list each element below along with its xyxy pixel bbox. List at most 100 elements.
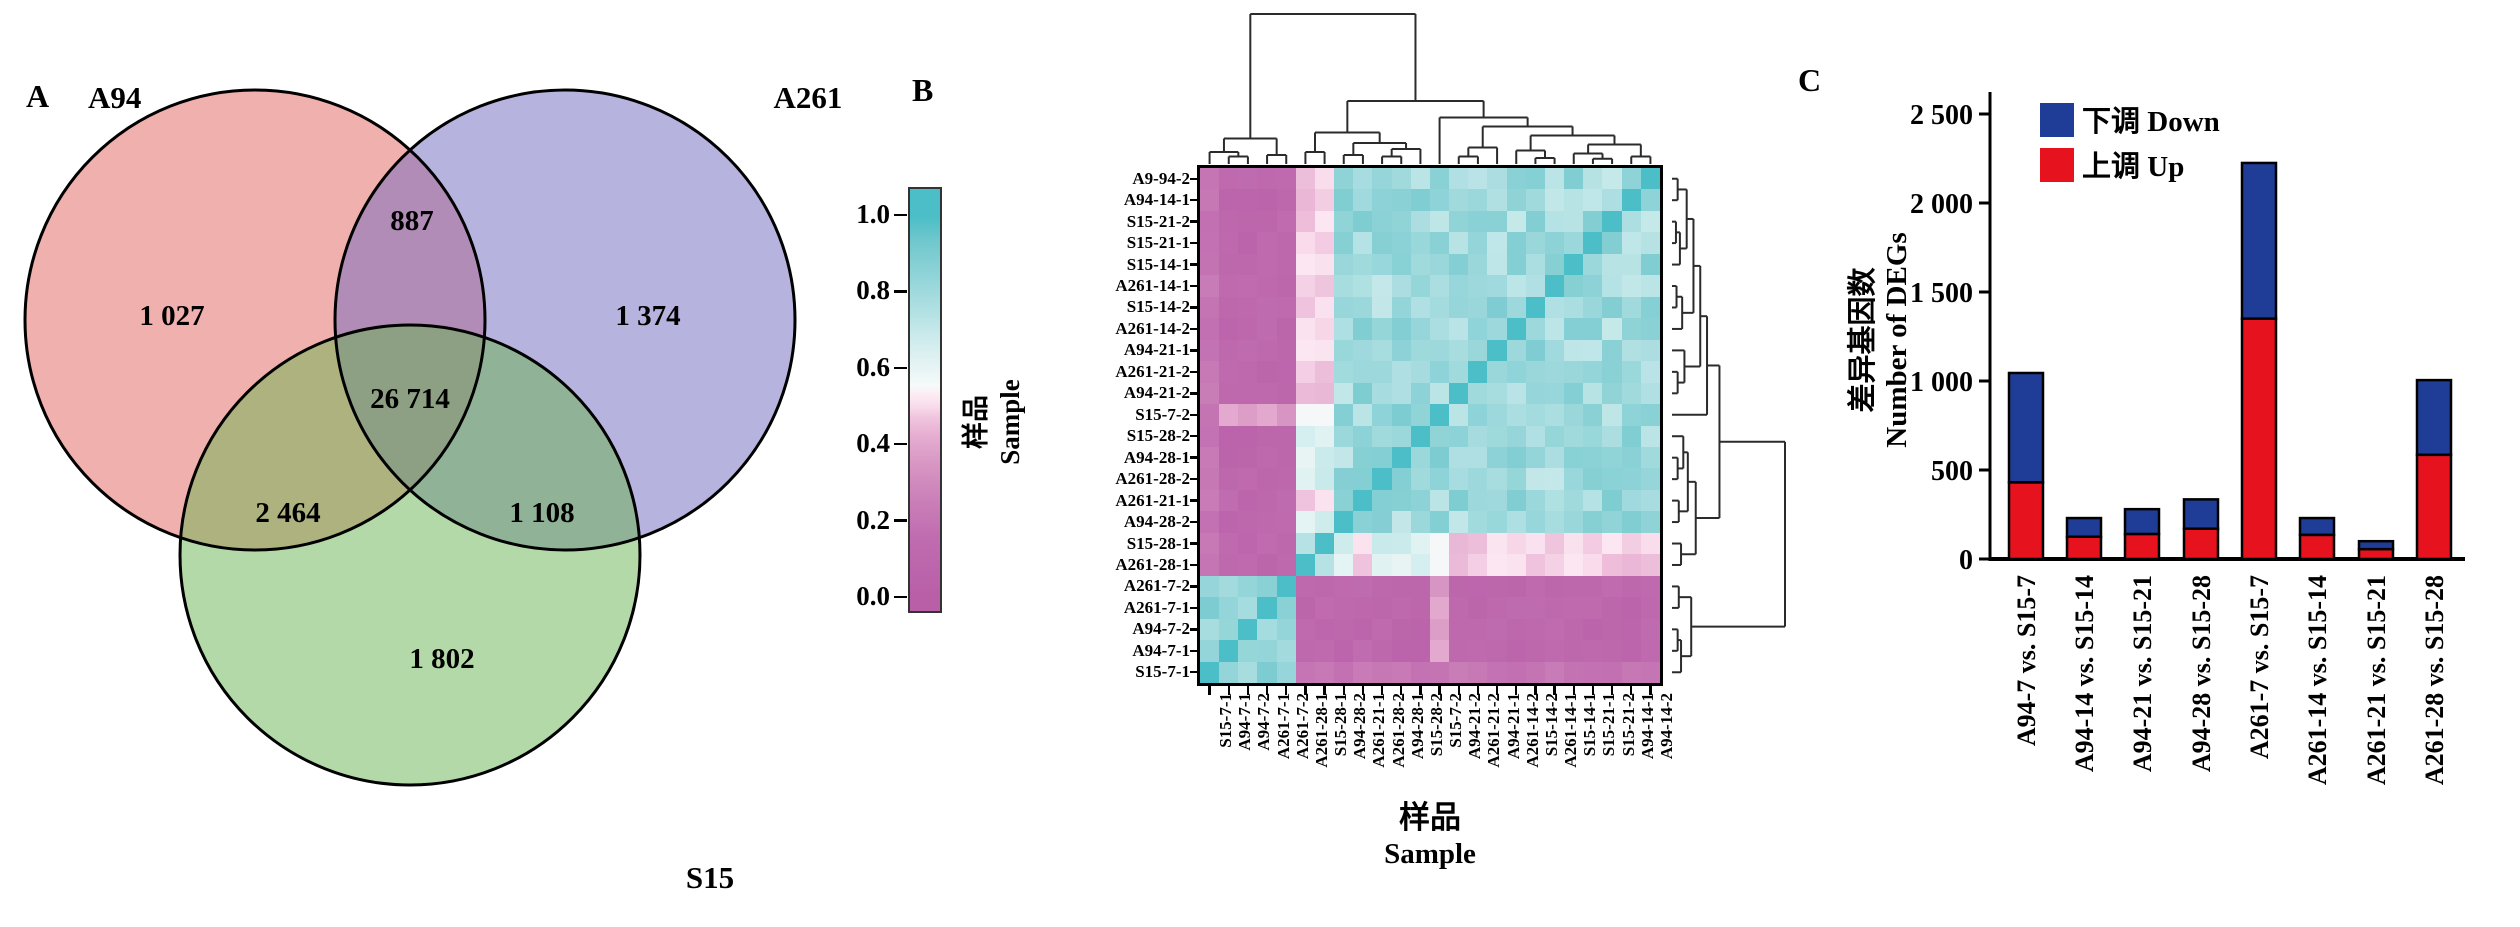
heatmap-row-label: A261-7-1 (1123, 597, 1190, 617)
heatmap-cell (1219, 640, 1239, 662)
heatmap-cell (1506, 554, 1526, 576)
heatmap-row-tick (1190, 563, 1200, 567)
heatmap-cell (1219, 618, 1239, 641)
heatmap-cell (1276, 554, 1296, 576)
heatmap-cell (1276, 189, 1296, 211)
heatmap-cell (1200, 253, 1220, 276)
heatmap-cell (1391, 661, 1411, 683)
heatmap-cell (1468, 661, 1488, 683)
heatmap-cell (1487, 554, 1507, 576)
heatmap-cell (1219, 382, 1239, 405)
heatmap-cell (1602, 339, 1622, 362)
heatmap-cell (1544, 597, 1565, 619)
heatmap-row-tick (1190, 241, 1200, 245)
heatmap-cell (1238, 382, 1258, 405)
heatmap-cell (1429, 361, 1450, 383)
heatmap-cell (1314, 554, 1335, 576)
heatmap-col-axis-label-zh: 样品 (1399, 800, 1461, 835)
heatmap-cell (1621, 532, 1641, 555)
heatmap-column-label: A261-21-2 (1484, 693, 1504, 768)
heatmap-cell (1391, 210, 1411, 233)
heatmap-cell (1429, 318, 1450, 340)
panel-b-label: B (912, 72, 934, 108)
heatmap-cell (1372, 661, 1392, 683)
heatmap-cell (1429, 597, 1450, 619)
bar-up-segment (2240, 317, 2278, 561)
heatmap-cell (1449, 168, 1469, 190)
heatmap-cell (1506, 189, 1526, 211)
heatmap-row-label: A94-21-1 (1123, 340, 1190, 360)
colorbar-tick-mark (894, 443, 907, 446)
heatmap-cell (1314, 296, 1335, 319)
heatmap-cell (1621, 296, 1641, 319)
heatmap-cell (1353, 446, 1373, 469)
heatmap-cell (1583, 532, 1603, 555)
venn-count-a261-only: 1 374 (615, 300, 680, 332)
heatmap-cell (1353, 318, 1373, 340)
heatmap-column-tick (1304, 686, 1307, 695)
heatmap-cell (1544, 489, 1565, 512)
heatmap-cell (1449, 189, 1469, 211)
heatmap-cell (1257, 511, 1277, 533)
heatmap-cell (1334, 189, 1354, 211)
bar-up-segment (2357, 547, 2395, 561)
heatmap-column-label: A94-14-1 (1637, 693, 1657, 760)
heatmap-row-label: A94-7-1 (1132, 640, 1190, 660)
heatmap-cell (1429, 253, 1450, 276)
heatmap-cell (1257, 554, 1277, 576)
heatmap-cell (1353, 275, 1373, 297)
heatmap-cell (1276, 404, 1296, 426)
heatmap-cell (1449, 511, 1469, 533)
heatmap-cell (1429, 661, 1450, 683)
heatmap-cell (1487, 425, 1507, 447)
heatmap-cell (1353, 404, 1373, 426)
heatmap-cell (1449, 232, 1469, 254)
heatmap-cell (1334, 318, 1354, 340)
heatmap-cell (1295, 661, 1315, 683)
heatmap-row-label: A94-14-1 (1123, 190, 1190, 210)
heatmap-cell (1602, 640, 1622, 662)
heatmap-cell (1391, 296, 1411, 319)
heatmap-cell (1372, 446, 1392, 469)
heatmap-cell (1602, 275, 1622, 297)
heatmap-cell (1238, 210, 1258, 233)
heatmap-cell (1334, 275, 1354, 297)
heatmap-cell (1200, 189, 1220, 211)
heatmap-cell (1276, 382, 1296, 405)
heatmap-row-tick (1190, 177, 1200, 180)
heatmap-cell (1583, 168, 1603, 190)
heatmap-cell (1468, 275, 1488, 297)
heatmap-column-tick (1572, 686, 1575, 695)
heatmap-row-label: A94-21-2 (1123, 383, 1190, 403)
heatmap-cell (1410, 597, 1430, 619)
heatmap-cell (1429, 210, 1450, 233)
heatmap-row-tick (1190, 456, 1200, 459)
heatmap-cell (1429, 232, 1450, 254)
heatmap-matrix (1197, 165, 1663, 686)
heatmap-cell (1391, 404, 1411, 426)
heatmap-cell (1602, 489, 1622, 512)
heatmap-cell (1487, 511, 1507, 533)
heatmap-cell (1257, 168, 1277, 190)
heatmap-cell (1353, 382, 1373, 405)
venn-set-label-a94: A94 (88, 80, 141, 115)
heatmap-cell (1219, 361, 1239, 383)
heatmap-cell (1219, 489, 1239, 512)
heatmap-column-label: S15-14-2 (1541, 693, 1561, 757)
heatmap-cell (1564, 232, 1584, 254)
heatmap-cell (1449, 640, 1469, 662)
heatmap-cell (1583, 618, 1603, 641)
heatmap-cell (1640, 468, 1660, 490)
heatmap-row-tick (1190, 306, 1200, 309)
heatmap-cell (1449, 253, 1469, 276)
heatmap-cell (1640, 489, 1660, 512)
heatmap-cell (1276, 618, 1296, 641)
heatmap-cell (1295, 425, 1315, 447)
heatmap-cell (1219, 275, 1239, 297)
heatmap-cell (1353, 361, 1373, 383)
heatmap-cell (1238, 318, 1258, 340)
heatmap-column-label: A261-7-1 (1273, 693, 1293, 760)
heatmap-column-tick (1246, 686, 1250, 695)
heatmap-cell (1506, 275, 1526, 297)
heatmap-cell (1372, 597, 1392, 619)
